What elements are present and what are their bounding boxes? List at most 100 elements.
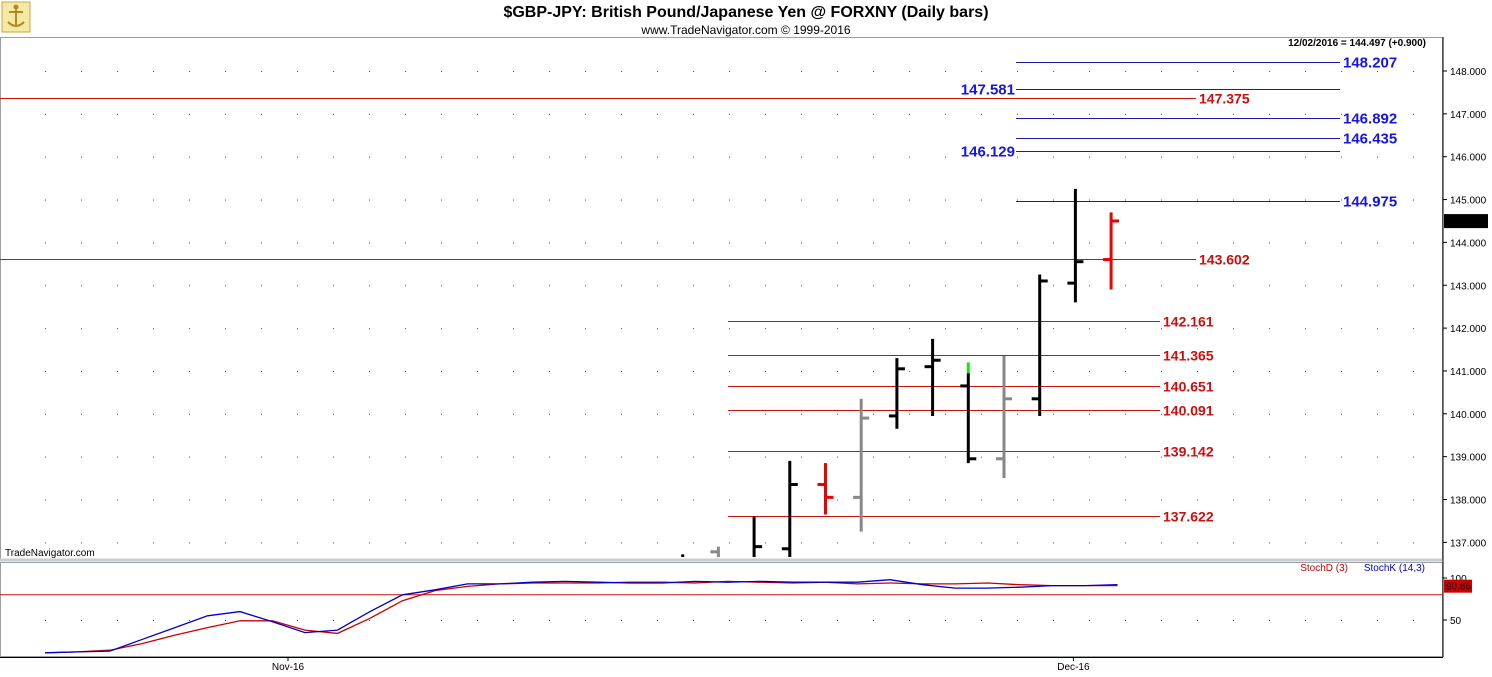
grid-dot xyxy=(333,620,334,621)
grid-dot xyxy=(1413,620,1414,621)
grid-dot xyxy=(549,620,550,621)
grid-dot xyxy=(765,285,766,287)
grid-dot xyxy=(297,620,298,621)
grid-dot xyxy=(1233,542,1234,544)
grid-dot xyxy=(1125,328,1126,330)
grid-dot xyxy=(801,285,802,287)
grid-dot xyxy=(1233,370,1234,372)
grid-dot xyxy=(261,413,262,415)
grid-dot xyxy=(1161,499,1162,501)
grid-dot xyxy=(441,620,442,621)
grid-dot xyxy=(945,499,946,501)
grid-dot xyxy=(1377,620,1378,621)
grid-dot xyxy=(189,242,190,244)
grid-dot xyxy=(801,620,802,621)
grid-dot xyxy=(765,328,766,330)
grid-dot xyxy=(837,285,838,287)
grid-dots xyxy=(45,71,1414,621)
grid-dot xyxy=(981,456,982,458)
grid-dot xyxy=(657,242,658,244)
grid-dot xyxy=(549,113,550,115)
grid-dot xyxy=(513,456,514,458)
grid-dot xyxy=(117,285,118,287)
grid-dot xyxy=(477,456,478,458)
grid-dot xyxy=(837,113,838,115)
price-tick-label: 142.000 xyxy=(1450,324,1487,335)
grid-dot xyxy=(189,499,190,501)
grid-dot xyxy=(1197,620,1198,621)
grid-dot xyxy=(333,499,334,501)
grid-dot xyxy=(45,620,46,621)
grid-dot xyxy=(693,71,694,72)
grid-dot xyxy=(1161,71,1162,72)
grid-dot xyxy=(1341,499,1342,501)
grid-dot xyxy=(909,542,910,544)
grid-dot xyxy=(333,370,334,372)
grid-dot xyxy=(297,413,298,415)
grid-dot xyxy=(837,370,838,372)
grid-dot xyxy=(945,71,946,72)
grid-dot xyxy=(81,285,82,287)
grid-dot xyxy=(1089,199,1090,201)
price-tick-label: 145.000 xyxy=(1450,196,1487,207)
grid-dot xyxy=(1233,156,1234,158)
grid-dot xyxy=(765,542,766,544)
grid-dot xyxy=(513,242,514,244)
grid-dot xyxy=(1413,71,1414,72)
grid-dot xyxy=(1017,370,1018,372)
grid-dot xyxy=(513,156,514,158)
grid-dot xyxy=(909,156,910,158)
grid-dot xyxy=(1341,71,1342,72)
logo-icon xyxy=(1,1,31,33)
grid-dot xyxy=(405,542,406,544)
grid-dot xyxy=(549,156,550,158)
grid-dot xyxy=(1341,456,1342,458)
grid-dot xyxy=(729,242,730,244)
grid-dot xyxy=(45,285,46,287)
grid-dot xyxy=(441,199,442,201)
grid-dot xyxy=(297,199,298,201)
legend-stochk: StochK (14,3) xyxy=(1364,563,1425,574)
grid-dot xyxy=(1053,370,1054,372)
grid-dot xyxy=(801,499,802,501)
grid-dot xyxy=(1269,620,1270,621)
grid-dot xyxy=(1269,328,1270,330)
grid-dot xyxy=(297,499,298,501)
price-tick-label: 147.000 xyxy=(1450,110,1487,121)
grid-dot xyxy=(585,156,586,158)
grid-dot xyxy=(873,456,874,458)
red-level-label: 142.161 xyxy=(1163,314,1214,330)
grid-dot xyxy=(1161,156,1162,158)
grid-dot xyxy=(1089,113,1090,115)
grid-dot xyxy=(1017,499,1018,501)
grid-dot xyxy=(153,370,154,372)
grid-dot xyxy=(693,542,694,544)
grid-dot xyxy=(441,499,442,501)
grid-dot xyxy=(1341,413,1342,415)
stoch-last-box xyxy=(1444,579,1472,593)
grid-dot xyxy=(1341,370,1342,372)
grid-dot xyxy=(1377,285,1378,287)
grid-dot xyxy=(693,499,694,501)
grid-dot xyxy=(909,499,910,501)
grid-dot xyxy=(837,156,838,158)
grid-dot xyxy=(837,199,838,201)
grid-dot xyxy=(117,242,118,244)
grid-dot xyxy=(189,285,190,287)
grid-dot xyxy=(693,456,694,458)
grid-dot xyxy=(729,413,730,415)
grid-dot xyxy=(81,328,82,330)
grid-dot xyxy=(1161,456,1162,458)
grid-dot xyxy=(1413,113,1414,115)
grid-dot xyxy=(297,113,298,115)
grid-dot xyxy=(693,285,694,287)
grid-dot xyxy=(1377,542,1378,544)
grid-dot xyxy=(1125,413,1126,415)
grid-dot xyxy=(1305,199,1306,201)
grid-dot xyxy=(549,413,550,415)
grid-dot xyxy=(981,156,982,158)
grid-dot xyxy=(945,242,946,244)
grid-dot xyxy=(909,242,910,244)
grid-dot xyxy=(657,542,658,544)
grid-dot xyxy=(117,199,118,201)
